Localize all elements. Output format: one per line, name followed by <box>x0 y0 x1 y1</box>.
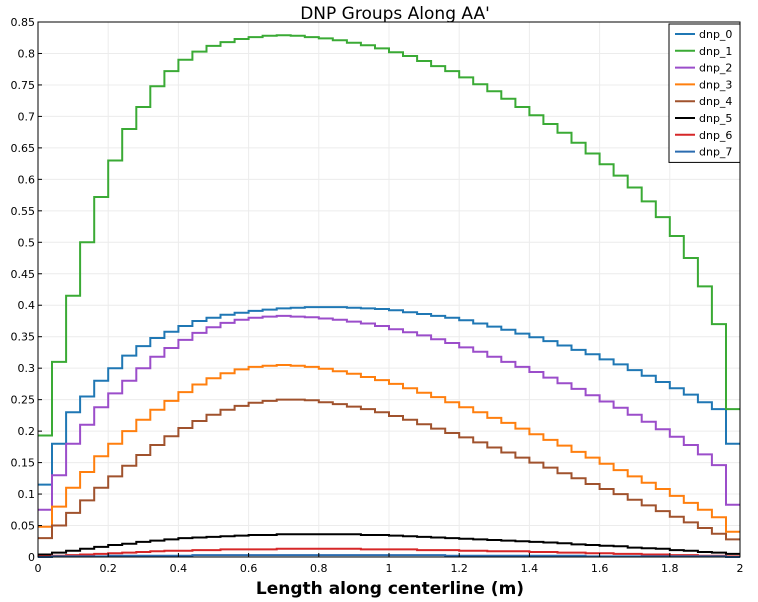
y-tick-label: 0.55 <box>11 205 36 218</box>
x-tick-label: 0.6 <box>240 562 258 575</box>
y-tick-label: 0.45 <box>11 268 36 281</box>
y-tick-label: 0 <box>28 551 35 564</box>
x-tick-label: 1.6 <box>591 562 609 575</box>
series-line-dnp-6 <box>38 547 740 558</box>
y-tick-label: 0.2 <box>18 425 36 438</box>
y-tick-label: 0.05 <box>11 520 36 533</box>
y-tick-label: 0.4 <box>18 299 36 312</box>
y-tick-label: 0.1 <box>18 488 36 501</box>
legend-label-dnp-5: dnp_5 <box>699 112 732 125</box>
y-tick-label: 0.7 <box>18 110 36 123</box>
y-tick-label: 0.85 <box>11 16 36 29</box>
chart-title: DNP Groups Along AA' <box>300 4 490 24</box>
x-tick-label: 2 <box>737 562 744 575</box>
x-tick-label: 0 <box>35 562 42 575</box>
y-tick-label: 0.65 <box>11 142 36 155</box>
legend-label-dnp-3: dnp_3 <box>699 78 732 91</box>
series-line-dnp-1 <box>38 34 740 437</box>
series-line-dnp-4 <box>38 398 740 541</box>
series-line-dnp-0 <box>38 306 740 486</box>
x-axis-label: Length along centerline (m) <box>256 579 524 599</box>
x-tick-label: 0.8 <box>310 562 328 575</box>
x-axis-ticks: 0 0.2 0.4 0.6 0.8 1 1.2 1.4 1.6 1.8 2 <box>35 553 744 575</box>
y-tick-label: 0.15 <box>11 457 36 470</box>
x-tick-label: 0.4 <box>170 562 188 575</box>
y-tick-label: 0.35 <box>11 331 36 344</box>
y-tick-label: 0.5 <box>18 236 36 249</box>
series-line-dnp-3 <box>38 364 740 533</box>
y-tick-label: 0.3 <box>18 362 36 375</box>
y-tick-label: 0.8 <box>18 47 36 60</box>
legend-label-dnp-1: dnp_1 <box>699 45 732 58</box>
x-tick-label: 0.2 <box>99 562 117 575</box>
y-axis-ticks: 0 0.05 0.1 0.15 0.2 0.25 0.3 0.35 0.4 0.45 0.5 0.55… <box>11 16 42 564</box>
y-tick-label: 0.6 <box>18 173 36 186</box>
y-tick-label: 0.25 <box>11 394 36 407</box>
x-tick-label: 1 <box>386 562 393 575</box>
series-line-dnp-2 <box>38 314 740 511</box>
legend: dnp_0 dnp_1 dnp_2 dnp_3 dnp_4 dnp_5 dnp_6 dnp_7 <box>668 23 741 163</box>
legend-label-dnp-2: dnp_2 <box>699 62 732 75</box>
legend-label-dnp-7: dnp_7 <box>699 146 732 159</box>
x-tick-label: 1.4 <box>521 562 539 575</box>
x-tick-label: 1.2 <box>450 562 468 575</box>
legend-label-dnp-0: dnp_0 <box>699 28 732 41</box>
series-line-dnp-5 <box>38 533 740 556</box>
x-tick-label: 1.8 <box>661 562 679 575</box>
legend-label-dnp-6: dnp_6 <box>699 129 732 142</box>
y-tick-label: 0.75 <box>11 79 36 92</box>
legend-box <box>668 23 741 163</box>
legend-label-dnp-4: dnp_4 <box>699 95 732 108</box>
